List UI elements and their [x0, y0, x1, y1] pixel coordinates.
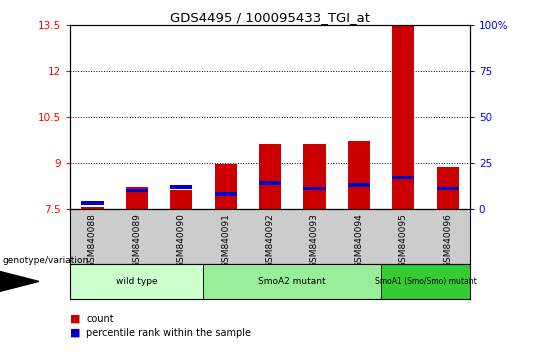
Text: GSM840091: GSM840091: [221, 213, 230, 268]
Bar: [348, 141, 370, 209]
Text: count: count: [86, 314, 114, 324]
Polygon shape: [0, 272, 39, 291]
Text: percentile rank within the sample: percentile rank within the sample: [86, 328, 252, 338]
Text: GSM840093: GSM840093: [310, 213, 319, 268]
Text: GSM840094: GSM840094: [354, 213, 363, 268]
Bar: [259, 144, 281, 209]
Bar: [126, 189, 148, 192]
Bar: [70, 264, 204, 299]
Text: ■: ■: [70, 314, 80, 324]
Text: GSM840088: GSM840088: [88, 213, 97, 268]
Bar: [126, 187, 148, 209]
Text: GSM840089: GSM840089: [132, 213, 141, 268]
Bar: [82, 207, 104, 209]
Bar: [436, 167, 458, 209]
Bar: [259, 181, 281, 185]
Bar: [348, 183, 370, 187]
Bar: [392, 176, 414, 179]
Text: SmoA1 (Smo/Smo) mutant: SmoA1 (Smo/Smo) mutant: [375, 277, 476, 286]
Text: genotype/variation: genotype/variation: [3, 256, 89, 265]
Text: ■: ■: [70, 328, 80, 338]
Bar: [436, 187, 458, 190]
Text: SmoA2 mutant: SmoA2 mutant: [258, 277, 326, 286]
Bar: [303, 144, 326, 209]
Bar: [214, 164, 237, 209]
Text: GSM840095: GSM840095: [399, 213, 408, 268]
Bar: [392, 26, 414, 209]
Text: GSM840092: GSM840092: [266, 213, 274, 268]
Text: GSM840090: GSM840090: [177, 213, 186, 268]
Text: wild type: wild type: [116, 277, 158, 286]
Bar: [303, 187, 326, 190]
Bar: [214, 192, 237, 196]
Text: GSM840096: GSM840096: [443, 213, 452, 268]
Title: GDS4495 / 100095433_TGI_at: GDS4495 / 100095433_TGI_at: [170, 11, 370, 24]
Bar: [204, 264, 381, 299]
Bar: [381, 264, 470, 299]
Bar: [170, 190, 192, 209]
Bar: [82, 201, 104, 205]
Bar: [170, 185, 192, 189]
